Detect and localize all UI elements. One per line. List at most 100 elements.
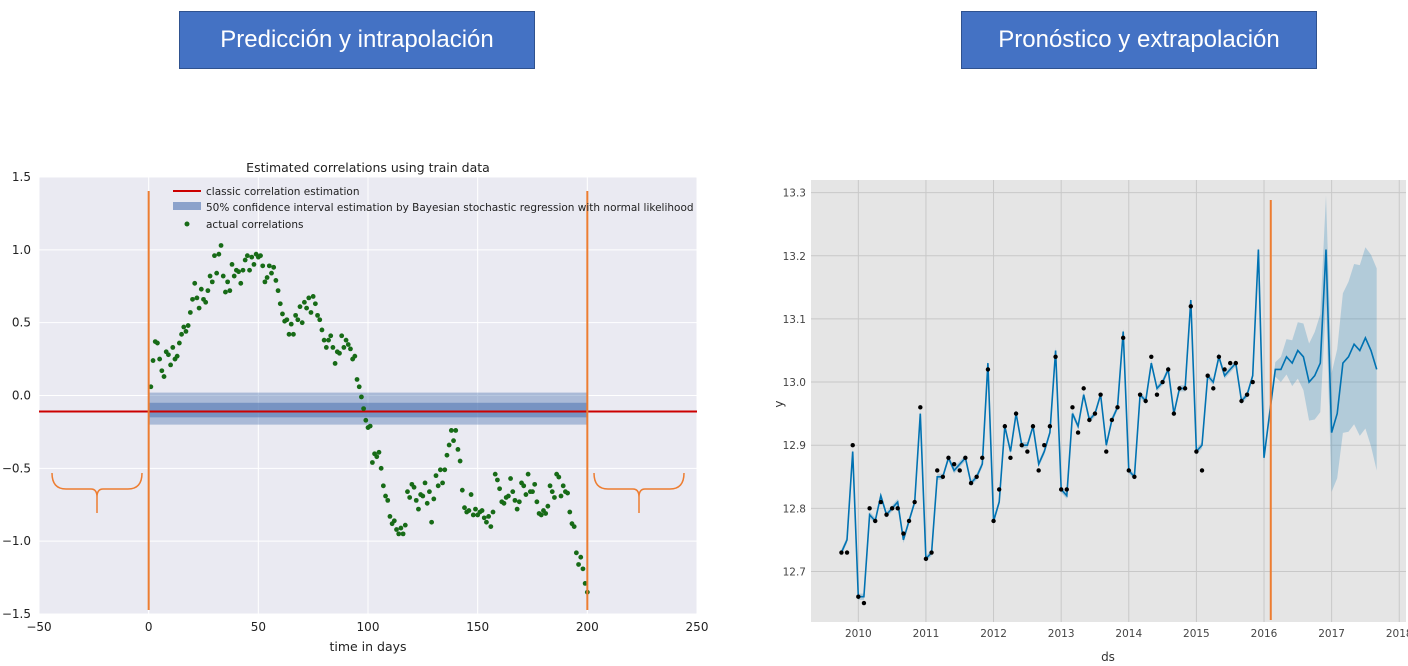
data-point — [216, 251, 222, 257]
data-point — [315, 312, 320, 318]
legend-entry-classic: classic correlation estimation — [206, 186, 360, 198]
observed-point — [974, 474, 979, 479]
observed-point — [844, 550, 850, 555]
data-point — [264, 275, 270, 280]
data-point — [319, 327, 325, 333]
data-point — [227, 288, 233, 294]
data-point — [192, 280, 198, 286]
observed-point — [1013, 411, 1019, 416]
legend: classic correlation estimation 50% confi… — [173, 186, 694, 231]
legend-swatch-interval — [173, 202, 201, 210]
data-point — [490, 509, 496, 515]
observed-point — [1075, 430, 1081, 435]
data-point — [416, 506, 421, 512]
observed-point — [1098, 392, 1103, 397]
observed-point — [873, 518, 878, 524]
observed-point — [1081, 386, 1086, 391]
data-point — [238, 280, 244, 286]
data-point — [576, 562, 581, 567]
observed-point — [991, 518, 996, 524]
data-point — [385, 497, 391, 503]
observed-point — [1058, 487, 1064, 492]
data-point — [220, 273, 226, 279]
data-point — [376, 449, 382, 455]
data-point — [571, 524, 577, 529]
observed-point — [906, 518, 912, 524]
data-point — [435, 483, 441, 489]
y-tick-label: 13.3 — [783, 188, 806, 200]
data-point — [286, 331, 292, 337]
data-point — [196, 305, 202, 311]
data-point — [523, 492, 529, 497]
y-tick-label: 0.5 — [12, 316, 31, 330]
data-point — [310, 294, 316, 299]
data-point — [352, 353, 358, 359]
data-point — [565, 490, 570, 496]
data-point — [251, 262, 257, 267]
observed-point — [1025, 449, 1030, 454]
x-tick-label: 2013 — [1048, 628, 1075, 640]
observed-point — [1047, 424, 1053, 429]
data-point — [552, 495, 557, 500]
observed-point — [1222, 367, 1227, 372]
observed-point — [1120, 335, 1126, 341]
observed-point — [1177, 386, 1182, 391]
data-point — [525, 471, 531, 477]
data-point — [348, 346, 353, 352]
data-point — [383, 493, 388, 499]
observed-point — [1166, 367, 1171, 372]
observed-point — [935, 468, 940, 473]
data-point — [431, 496, 437, 502]
observed-point — [996, 487, 1002, 492]
observed-point — [923, 556, 929, 562]
observed-point — [918, 405, 923, 410]
y-tick-label: −1.0 — [2, 534, 31, 548]
data-point — [209, 279, 215, 285]
data-point — [521, 483, 527, 489]
data-point — [495, 477, 500, 483]
data-point — [288, 321, 294, 327]
data-point — [273, 278, 279, 283]
observed-point — [901, 531, 906, 536]
x-tick-label: 2014 — [1115, 628, 1142, 640]
data-point — [398, 525, 404, 531]
data-point — [446, 442, 452, 448]
data-point — [369, 460, 375, 465]
data-point — [413, 497, 419, 503]
data-point — [437, 467, 443, 473]
data-point — [558, 493, 564, 499]
y-tick-label: 13.1 — [783, 314, 806, 326]
observed-point — [1244, 392, 1250, 397]
observed-point — [1182, 386, 1188, 391]
data-point — [462, 505, 467, 511]
data-point — [242, 257, 248, 263]
y-tick-label: 1.0 — [12, 243, 31, 257]
chart-title: Estimated correlations using train data — [246, 160, 490, 175]
data-point — [198, 286, 204, 292]
data-point — [225, 279, 231, 285]
observed-point — [940, 474, 946, 479]
data-point — [457, 458, 463, 464]
observed-point — [1154, 392, 1160, 397]
observed-point — [1092, 411, 1098, 416]
data-point — [538, 512, 544, 518]
observed-point — [1053, 354, 1058, 359]
data-point — [244, 253, 250, 259]
observed-point — [1250, 379, 1255, 385]
data-point — [262, 279, 268, 285]
data-point — [214, 270, 220, 276]
observed-point — [1194, 449, 1199, 454]
data-point — [304, 305, 309, 311]
observed-point — [980, 455, 985, 461]
data-point — [422, 480, 428, 486]
data-point — [400, 531, 406, 537]
data-point — [170, 345, 176, 350]
data-point — [424, 500, 430, 506]
data-point — [359, 394, 364, 400]
observed-point — [963, 455, 968, 461]
data-point — [361, 406, 367, 412]
data-point — [223, 289, 228, 295]
data-point — [396, 531, 402, 537]
x-tick-label: 200 — [576, 620, 599, 634]
observed-point — [1199, 468, 1205, 473]
